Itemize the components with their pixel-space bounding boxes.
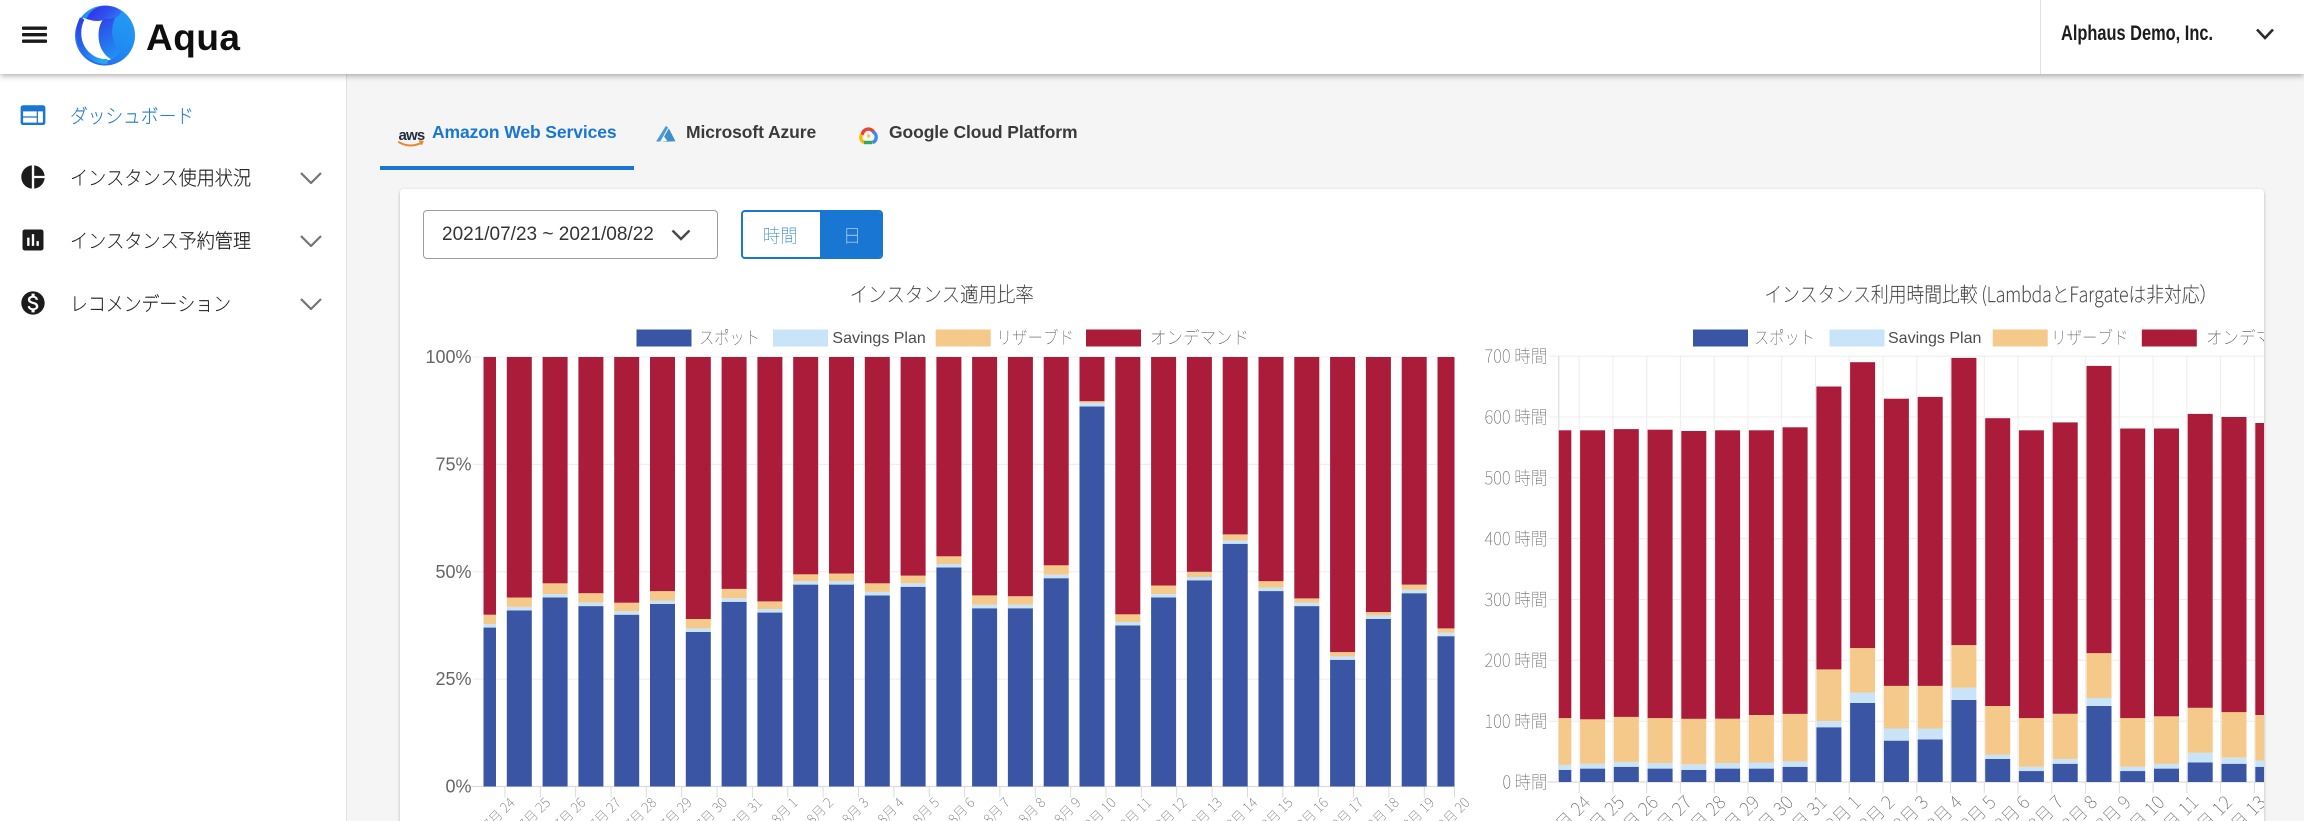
svg-text:75%: 75% (435, 454, 471, 474)
svg-text:100%: 100% (425, 347, 471, 367)
svg-text:0%: 0% (445, 777, 471, 797)
svg-text:50%: 50% (435, 562, 471, 582)
svg-text:Savings Plan: Savings Plan (832, 330, 925, 347)
svg-text:Savings Plan: Savings Plan (1888, 330, 1981, 347)
svg-text:aws: aws (399, 127, 425, 144)
svg-text:25%: 25% (435, 669, 471, 689)
